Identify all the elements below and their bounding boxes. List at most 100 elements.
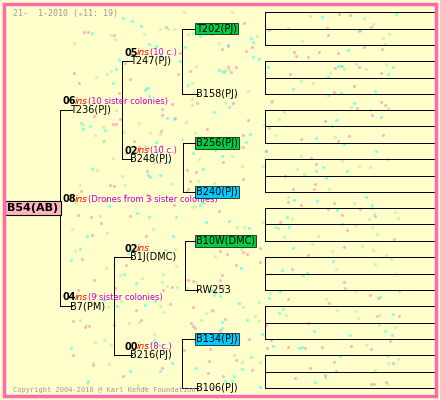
Point xyxy=(221,378,228,384)
Point xyxy=(193,100,200,106)
Point xyxy=(158,112,165,119)
Point xyxy=(103,230,110,236)
Text: ins: ins xyxy=(75,97,88,106)
Point xyxy=(215,66,222,73)
Point xyxy=(81,324,88,330)
Point xyxy=(251,312,258,319)
Point xyxy=(351,199,358,206)
Point xyxy=(338,157,345,164)
Text: (8 c.): (8 c.) xyxy=(150,342,172,351)
Point xyxy=(142,384,149,391)
Point xyxy=(367,346,374,352)
Point xyxy=(259,330,266,337)
Point xyxy=(67,292,74,298)
Point xyxy=(174,71,181,77)
Point xyxy=(265,124,272,131)
Point xyxy=(192,62,199,69)
Point xyxy=(388,332,395,339)
Point xyxy=(115,57,122,63)
Text: (9 sister colonies): (9 sister colonies) xyxy=(88,293,162,302)
Point xyxy=(116,272,123,278)
Point xyxy=(203,126,210,132)
Point xyxy=(336,11,343,18)
Point xyxy=(373,231,380,237)
Point xyxy=(197,240,204,247)
Point xyxy=(184,82,191,88)
Point xyxy=(70,69,77,76)
Point xyxy=(120,15,127,22)
Point xyxy=(130,351,137,357)
Point xyxy=(332,266,339,272)
Point xyxy=(228,153,235,159)
Point xyxy=(250,54,257,60)
Point xyxy=(284,214,291,220)
Point xyxy=(303,270,310,276)
Point xyxy=(322,372,329,378)
Text: 21-  1-2010 ( 11: 19): 21- 1-2010 ( 11: 19) xyxy=(13,9,118,18)
Point xyxy=(112,107,119,113)
Point xyxy=(67,257,74,264)
Point xyxy=(158,128,165,134)
Point xyxy=(143,192,150,198)
Point xyxy=(231,91,238,98)
Point xyxy=(147,196,154,202)
Point xyxy=(332,117,339,123)
Point xyxy=(334,63,341,70)
Point xyxy=(389,360,396,367)
Point xyxy=(126,213,133,219)
Point xyxy=(305,252,312,258)
Point xyxy=(208,30,215,37)
Point xyxy=(281,234,288,240)
Point xyxy=(144,53,151,59)
Point xyxy=(160,287,167,294)
Point xyxy=(341,244,348,250)
Point xyxy=(169,284,176,290)
Point xyxy=(298,344,305,350)
Point xyxy=(89,360,96,367)
Point xyxy=(106,182,114,188)
Point xyxy=(134,246,141,252)
Point xyxy=(284,344,291,350)
Point xyxy=(265,27,272,33)
Point xyxy=(269,342,276,349)
Point xyxy=(160,309,167,315)
Point xyxy=(144,168,151,174)
Point xyxy=(262,322,269,328)
Point xyxy=(304,320,312,326)
Point xyxy=(396,287,403,294)
Point xyxy=(371,367,378,373)
Point xyxy=(384,360,391,366)
Point xyxy=(152,298,159,304)
Point xyxy=(143,342,150,348)
Point xyxy=(191,130,198,136)
Point xyxy=(139,275,146,282)
Point xyxy=(239,304,246,310)
Text: ins: ins xyxy=(137,342,150,351)
Point xyxy=(331,134,338,140)
Text: ins: ins xyxy=(75,293,88,302)
Point xyxy=(389,310,396,317)
Point xyxy=(263,148,270,155)
Point xyxy=(157,131,164,137)
Point xyxy=(117,298,124,304)
Point xyxy=(228,342,235,348)
Text: ins: ins xyxy=(137,48,150,57)
Point xyxy=(385,353,392,360)
Point xyxy=(137,316,144,323)
Point xyxy=(216,276,223,283)
Point xyxy=(69,318,76,324)
Point xyxy=(198,199,205,205)
Point xyxy=(187,67,194,74)
Point xyxy=(176,50,183,56)
Point xyxy=(240,20,247,26)
Point xyxy=(311,186,318,192)
Point xyxy=(333,368,340,374)
Text: T247(PJ): T247(PJ) xyxy=(130,56,171,66)
Point xyxy=(69,225,76,232)
Point xyxy=(146,174,153,180)
Point xyxy=(365,216,372,222)
Point xyxy=(132,307,139,313)
Point xyxy=(197,202,204,208)
Point xyxy=(216,327,224,334)
Point xyxy=(367,204,374,211)
